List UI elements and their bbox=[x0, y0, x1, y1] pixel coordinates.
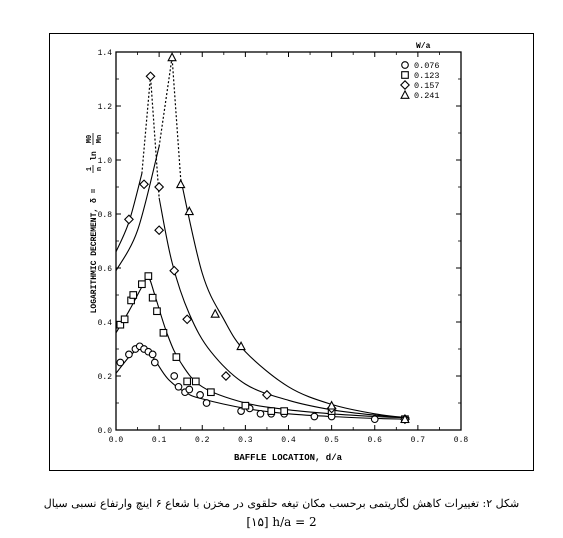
y-tick-label: 1.2 bbox=[98, 103, 113, 112]
data-point-diamond bbox=[261, 389, 272, 400]
data-point-circle bbox=[148, 350, 157, 359]
data-point-diamond bbox=[154, 182, 165, 192]
legend-title: W/a bbox=[416, 42, 431, 51]
data-point-square bbox=[191, 377, 200, 386]
legend-marker-diamond bbox=[400, 80, 410, 90]
x-tick-label: 0.6 bbox=[368, 436, 383, 445]
data-point-square bbox=[144, 272, 153, 280]
data-point-square bbox=[172, 353, 181, 361]
data-point-circle bbox=[196, 391, 204, 399]
data-point-circle bbox=[116, 358, 125, 367]
data-point-circle bbox=[174, 382, 183, 391]
data-point-circle bbox=[150, 358, 159, 367]
data-point-circle bbox=[310, 412, 319, 421]
data-point-square bbox=[148, 293, 157, 302]
y-axis-label-one: 1 bbox=[86, 167, 94, 171]
data-point-diamond bbox=[169, 265, 180, 276]
data-point-square bbox=[280, 407, 289, 415]
data-point-diamond bbox=[123, 214, 134, 225]
data-point-triangle bbox=[210, 308, 220, 318]
data-point-circle bbox=[370, 415, 379, 424]
x-tick-label: 0.1 bbox=[152, 436, 167, 445]
axes-layer: 0.0 0.1 0.2 0.3 0.4 0.5 0.6 0.7 0.8 0.0 0.2 0.4 0.6 0… bbox=[98, 49, 469, 445]
curves-layer bbox=[115, 57, 410, 420]
y-tick-label: 0.0 bbox=[98, 427, 113, 436]
legend-label: 0.123 bbox=[414, 71, 440, 81]
data-point-square bbox=[241, 401, 250, 410]
data-point-circle bbox=[170, 372, 179, 380]
legend-marker-square bbox=[401, 71, 409, 79]
data-point-square bbox=[183, 377, 192, 386]
legend-marker-triangle bbox=[400, 89, 410, 99]
y-axis-label-n: n bbox=[96, 167, 104, 171]
y-tick-label: 0.8 bbox=[98, 211, 113, 220]
y-axis-label-mn: Mn bbox=[96, 135, 104, 143]
legend-label: 0.241 bbox=[414, 91, 440, 101]
data-point-square bbox=[129, 291, 138, 299]
x-tick-label: 0.5 bbox=[324, 436, 339, 445]
figure-frame bbox=[49, 33, 534, 471]
legend-label: 0.157 bbox=[414, 81, 440, 91]
data-point-square bbox=[207, 388, 215, 397]
y-axis-label-ln: ln bbox=[90, 151, 99, 161]
series-curve-0.241 bbox=[180, 178, 410, 419]
legend-marker-circle bbox=[401, 61, 409, 69]
y-tick-label: 1.0 bbox=[98, 157, 113, 166]
data-point-triangle bbox=[400, 413, 410, 424]
data-point-square bbox=[159, 328, 168, 337]
data-point-triangle bbox=[175, 179, 186, 189]
data-point-square bbox=[138, 280, 146, 289]
x-tick-label: 0.3 bbox=[238, 436, 253, 445]
data-point-circle bbox=[185, 385, 194, 394]
data-point-diamond bbox=[154, 225, 165, 236]
series-peak-0.157 bbox=[141, 76, 160, 198]
data-point-diamond bbox=[182, 314, 193, 325]
x-tick-label: 0.0 bbox=[109, 436, 124, 445]
y-tick-label: 0.6 bbox=[98, 265, 113, 274]
data-point-triangle bbox=[167, 52, 177, 62]
data-point-diamond bbox=[220, 371, 231, 381]
figure-caption-line1: شکل ۲: تغییرات کاهش لگاریتمی برحسب مکان … bbox=[43, 497, 520, 510]
data-point-circle bbox=[256, 409, 265, 418]
data-point-diamond bbox=[145, 71, 156, 82]
y-axis-label-m0: M0 bbox=[86, 135, 94, 143]
data-point-triangle bbox=[236, 341, 246, 351]
series-curve-0.123 bbox=[115, 276, 410, 419]
y-axis-label-main: LOGARITHMIC DECREMENT, δ = bbox=[90, 188, 99, 313]
markers-layer bbox=[116, 52, 410, 425]
y-tick-label: 0.4 bbox=[98, 319, 113, 328]
x-axis-label: BAFFLE LOCATION, d/a bbox=[234, 453, 343, 463]
series-peak-0.241 bbox=[158, 57, 182, 179]
data-point-triangle bbox=[184, 206, 195, 216]
series-curve-0.157 bbox=[115, 173, 143, 253]
y-tick-label: 0.2 bbox=[98, 373, 113, 382]
data-point-circle bbox=[202, 399, 211, 407]
x-tick-label: 0.2 bbox=[195, 436, 210, 445]
data-point-circle bbox=[125, 350, 133, 359]
data-point-square bbox=[120, 315, 129, 324]
figure-caption-line2: [۱۵] h/a = 2 bbox=[246, 515, 317, 529]
x-tick-label: 0.7 bbox=[411, 436, 426, 445]
data-point-triangle bbox=[326, 400, 337, 410]
data-point-diamond bbox=[139, 179, 150, 190]
x-tick-label: 0.8 bbox=[454, 436, 469, 445]
series-curve-0.076 bbox=[115, 346, 410, 420]
data-point-square bbox=[116, 320, 125, 329]
data-point-square bbox=[267, 407, 276, 415]
legend-label: 0.076 bbox=[414, 61, 440, 71]
x-tick-label: 0.4 bbox=[281, 436, 296, 445]
series-curve-0.241 bbox=[115, 146, 160, 271]
data-point-square bbox=[153, 307, 161, 316]
y-tick-label: 1.4 bbox=[98, 49, 113, 58]
y-axis-label: LOGARITHMIC DECREMENT, δ = 1 n ln M0 Mn bbox=[86, 133, 104, 313]
